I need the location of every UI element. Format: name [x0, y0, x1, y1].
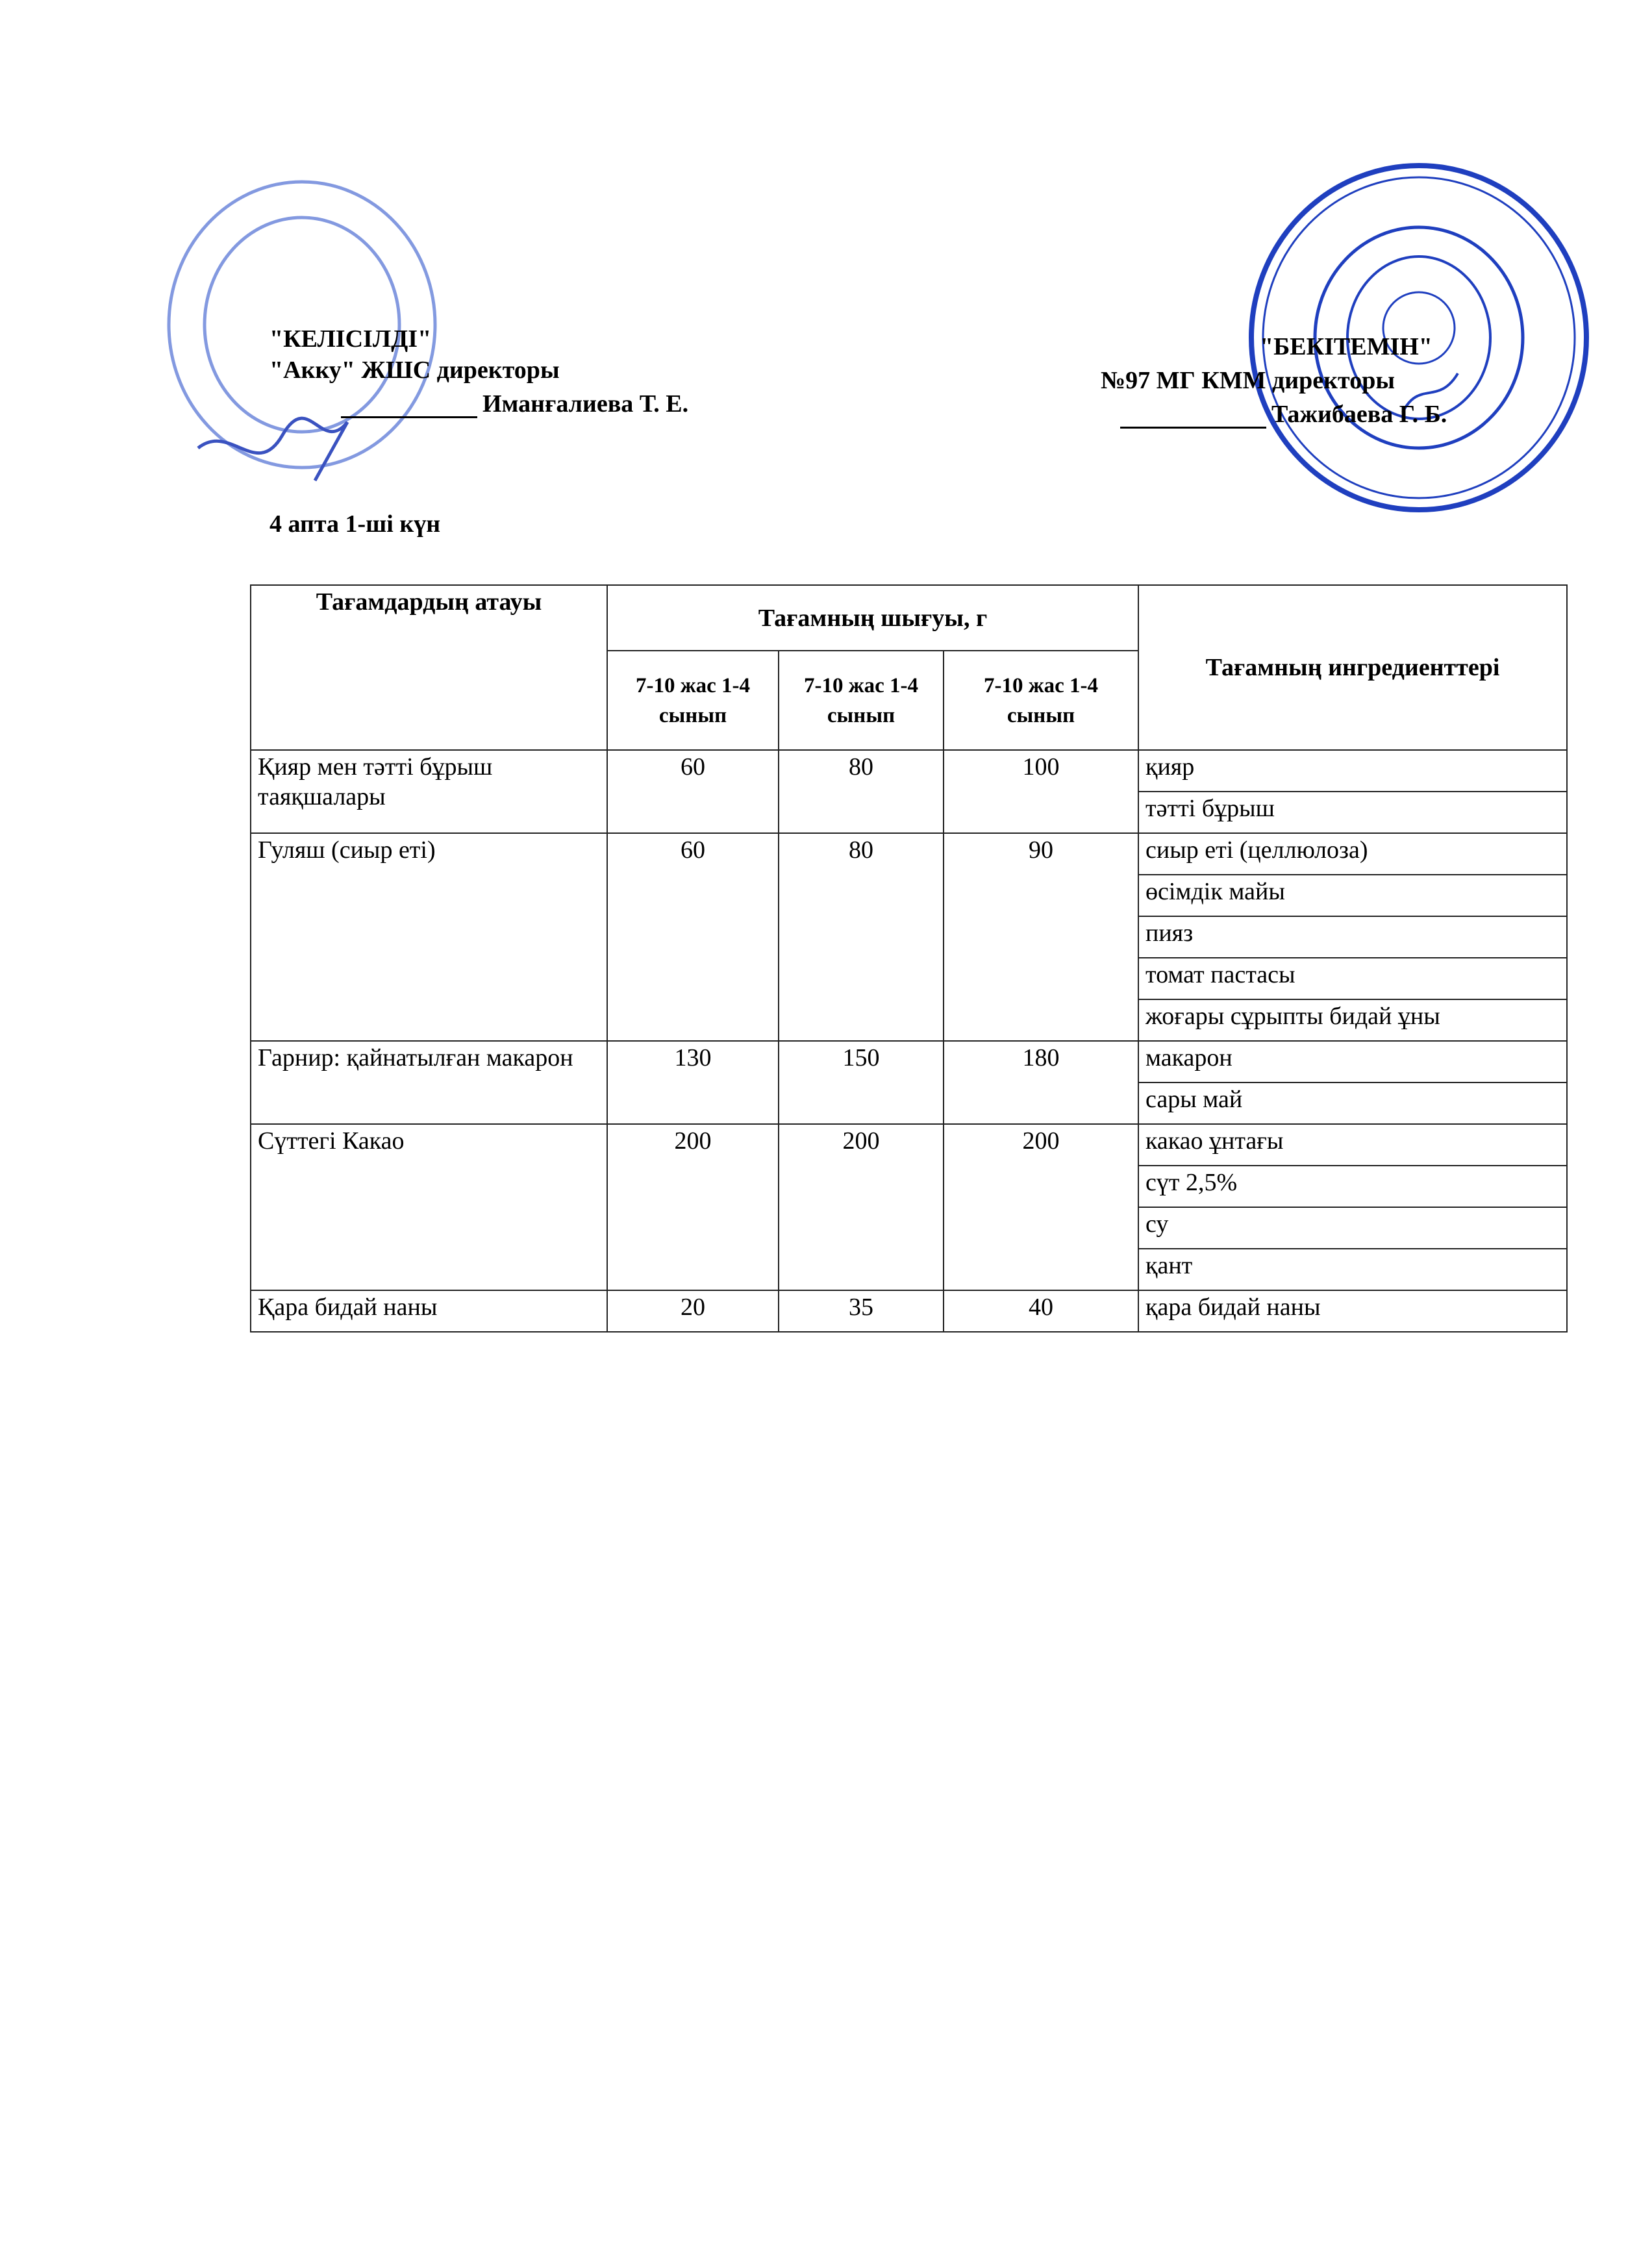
- table-row: жоғары сұрыпты бидай ұны: [251, 999, 1568, 1042]
- ingredient: су: [1138, 1207, 1568, 1249]
- day-label: 4 апта 1-ші күн: [269, 510, 441, 538]
- output-value: 150: [778, 1040, 944, 1125]
- table-row: Қара бидай наны 20 35 40 қара бидай наны: [250, 1290, 1568, 1333]
- menu-table: Тағамдардың атауы Тағамның шығуы, г Таға…: [250, 584, 1568, 1333]
- ingredient: томат пастасы: [1138, 957, 1568, 1000]
- table-row: Гарнир: қайнатылған макарон 130 150 180 мака…: [250, 1040, 1568, 1125]
- table-row: сары май: [251, 1082, 1568, 1125]
- dish-name: Сүттегі Какао: [250, 1123, 608, 1291]
- left-approval-position: "Акку" ЖШС директоры: [269, 357, 560, 384]
- ingredient: тәтті бұрыш: [1138, 791, 1568, 834]
- output-value: 20: [607, 1290, 779, 1333]
- dish-name: Қара бидай наны: [250, 1290, 608, 1333]
- output-value: 180: [943, 1040, 1139, 1125]
- output-value: 90: [943, 832, 1139, 1042]
- signature-line: [341, 416, 477, 418]
- dish-name: Қияр мен тәтті бұрыш таяқшалары: [250, 749, 608, 834]
- table-row: тәтті бұрыш: [251, 791, 1568, 834]
- ingredient: сары май: [1138, 1082, 1568, 1125]
- ingredient: какао ұнтағы: [1138, 1123, 1568, 1166]
- left-signatory: Иманғалиева Т. Е.: [341, 390, 688, 418]
- table-row: Қияр мен тәтті бұрыш таяқшалары 60 80 100 қи…: [250, 749, 1568, 834]
- header-age-group-3: 7-10 жас 1-4 сынып: [943, 650, 1139, 751]
- ingredient: сүт 2,5%: [1138, 1165, 1568, 1208]
- right-stamp: [1249, 163, 1589, 512]
- ingredient: қияр: [1138, 749, 1568, 792]
- ingredient: қант: [1138, 1248, 1568, 1291]
- right-approval-title: "БЕКІТЕМІН": [1260, 333, 1433, 360]
- table-row: Гуляш (сиыр еті) 60 80 90 сиыр еті (целлюлоз…: [250, 832, 1568, 1042]
- table-row: өсімдік майы: [251, 874, 1568, 917]
- ingredient: өсімдік майы: [1138, 874, 1568, 917]
- ingredient: пияз: [1138, 916, 1568, 958]
- output-value: 60: [607, 832, 779, 1042]
- output-value: 80: [778, 749, 944, 834]
- table-row: Сүттегі Какао 200 200 200 какао ұнтағы: [250, 1123, 1568, 1291]
- header-output: Тағамның шығуы, г: [607, 584, 1139, 651]
- output-value: 200: [778, 1123, 944, 1291]
- output-value: 130: [607, 1040, 779, 1125]
- left-stamp: [167, 180, 437, 482]
- output-value: 40: [943, 1290, 1139, 1333]
- output-value: 200: [943, 1123, 1139, 1291]
- table-row: қант: [251, 1248, 1568, 1291]
- output-value: 35: [778, 1290, 944, 1333]
- output-value: 100: [943, 749, 1139, 834]
- output-value: 60: [607, 749, 779, 834]
- header-age-group-2: 7-10 жас 1-4 сынып: [778, 650, 944, 751]
- header-age-group-1: 7-10 жас 1-4 сынып: [607, 650, 779, 751]
- output-value: 200: [607, 1123, 779, 1291]
- ingredient: макарон: [1138, 1040, 1568, 1083]
- right-approval-position: №97 МГ КММ директоры: [1101, 367, 1395, 394]
- header-dish-name: Тағамдардың атауы: [250, 584, 608, 751]
- dish-name: Гуляш (сиыр еті): [250, 832, 608, 1042]
- table-row: пияз: [251, 916, 1568, 958]
- ingredient: сиыр еті (целлюлоза): [1138, 832, 1568, 875]
- left-approval-title: "КЕЛІСІЛДІ": [269, 325, 432, 353]
- left-signatory-name: Иманғалиева Т. Е.: [482, 390, 689, 418]
- right-signatory: Тажибаева Г. Б.: [1120, 400, 1447, 429]
- signature-line: [1120, 427, 1266, 429]
- ingredient: жоғары сұрыпты бидай ұны: [1138, 999, 1568, 1042]
- ingredient: қара бидай наны: [1138, 1290, 1568, 1333]
- table-row: томат пастасы: [251, 957, 1568, 1000]
- table-row: су: [251, 1207, 1568, 1249]
- dish-name: Гарнир: қайнатылған макарон: [250, 1040, 608, 1125]
- right-signatory-name: Тажибаева Г. Б.: [1271, 401, 1447, 428]
- header-ingredients: Тағамның ингредиенттері: [1138, 584, 1568, 751]
- table-row: сүт 2,5%: [251, 1165, 1568, 1208]
- output-value: 80: [778, 832, 944, 1042]
